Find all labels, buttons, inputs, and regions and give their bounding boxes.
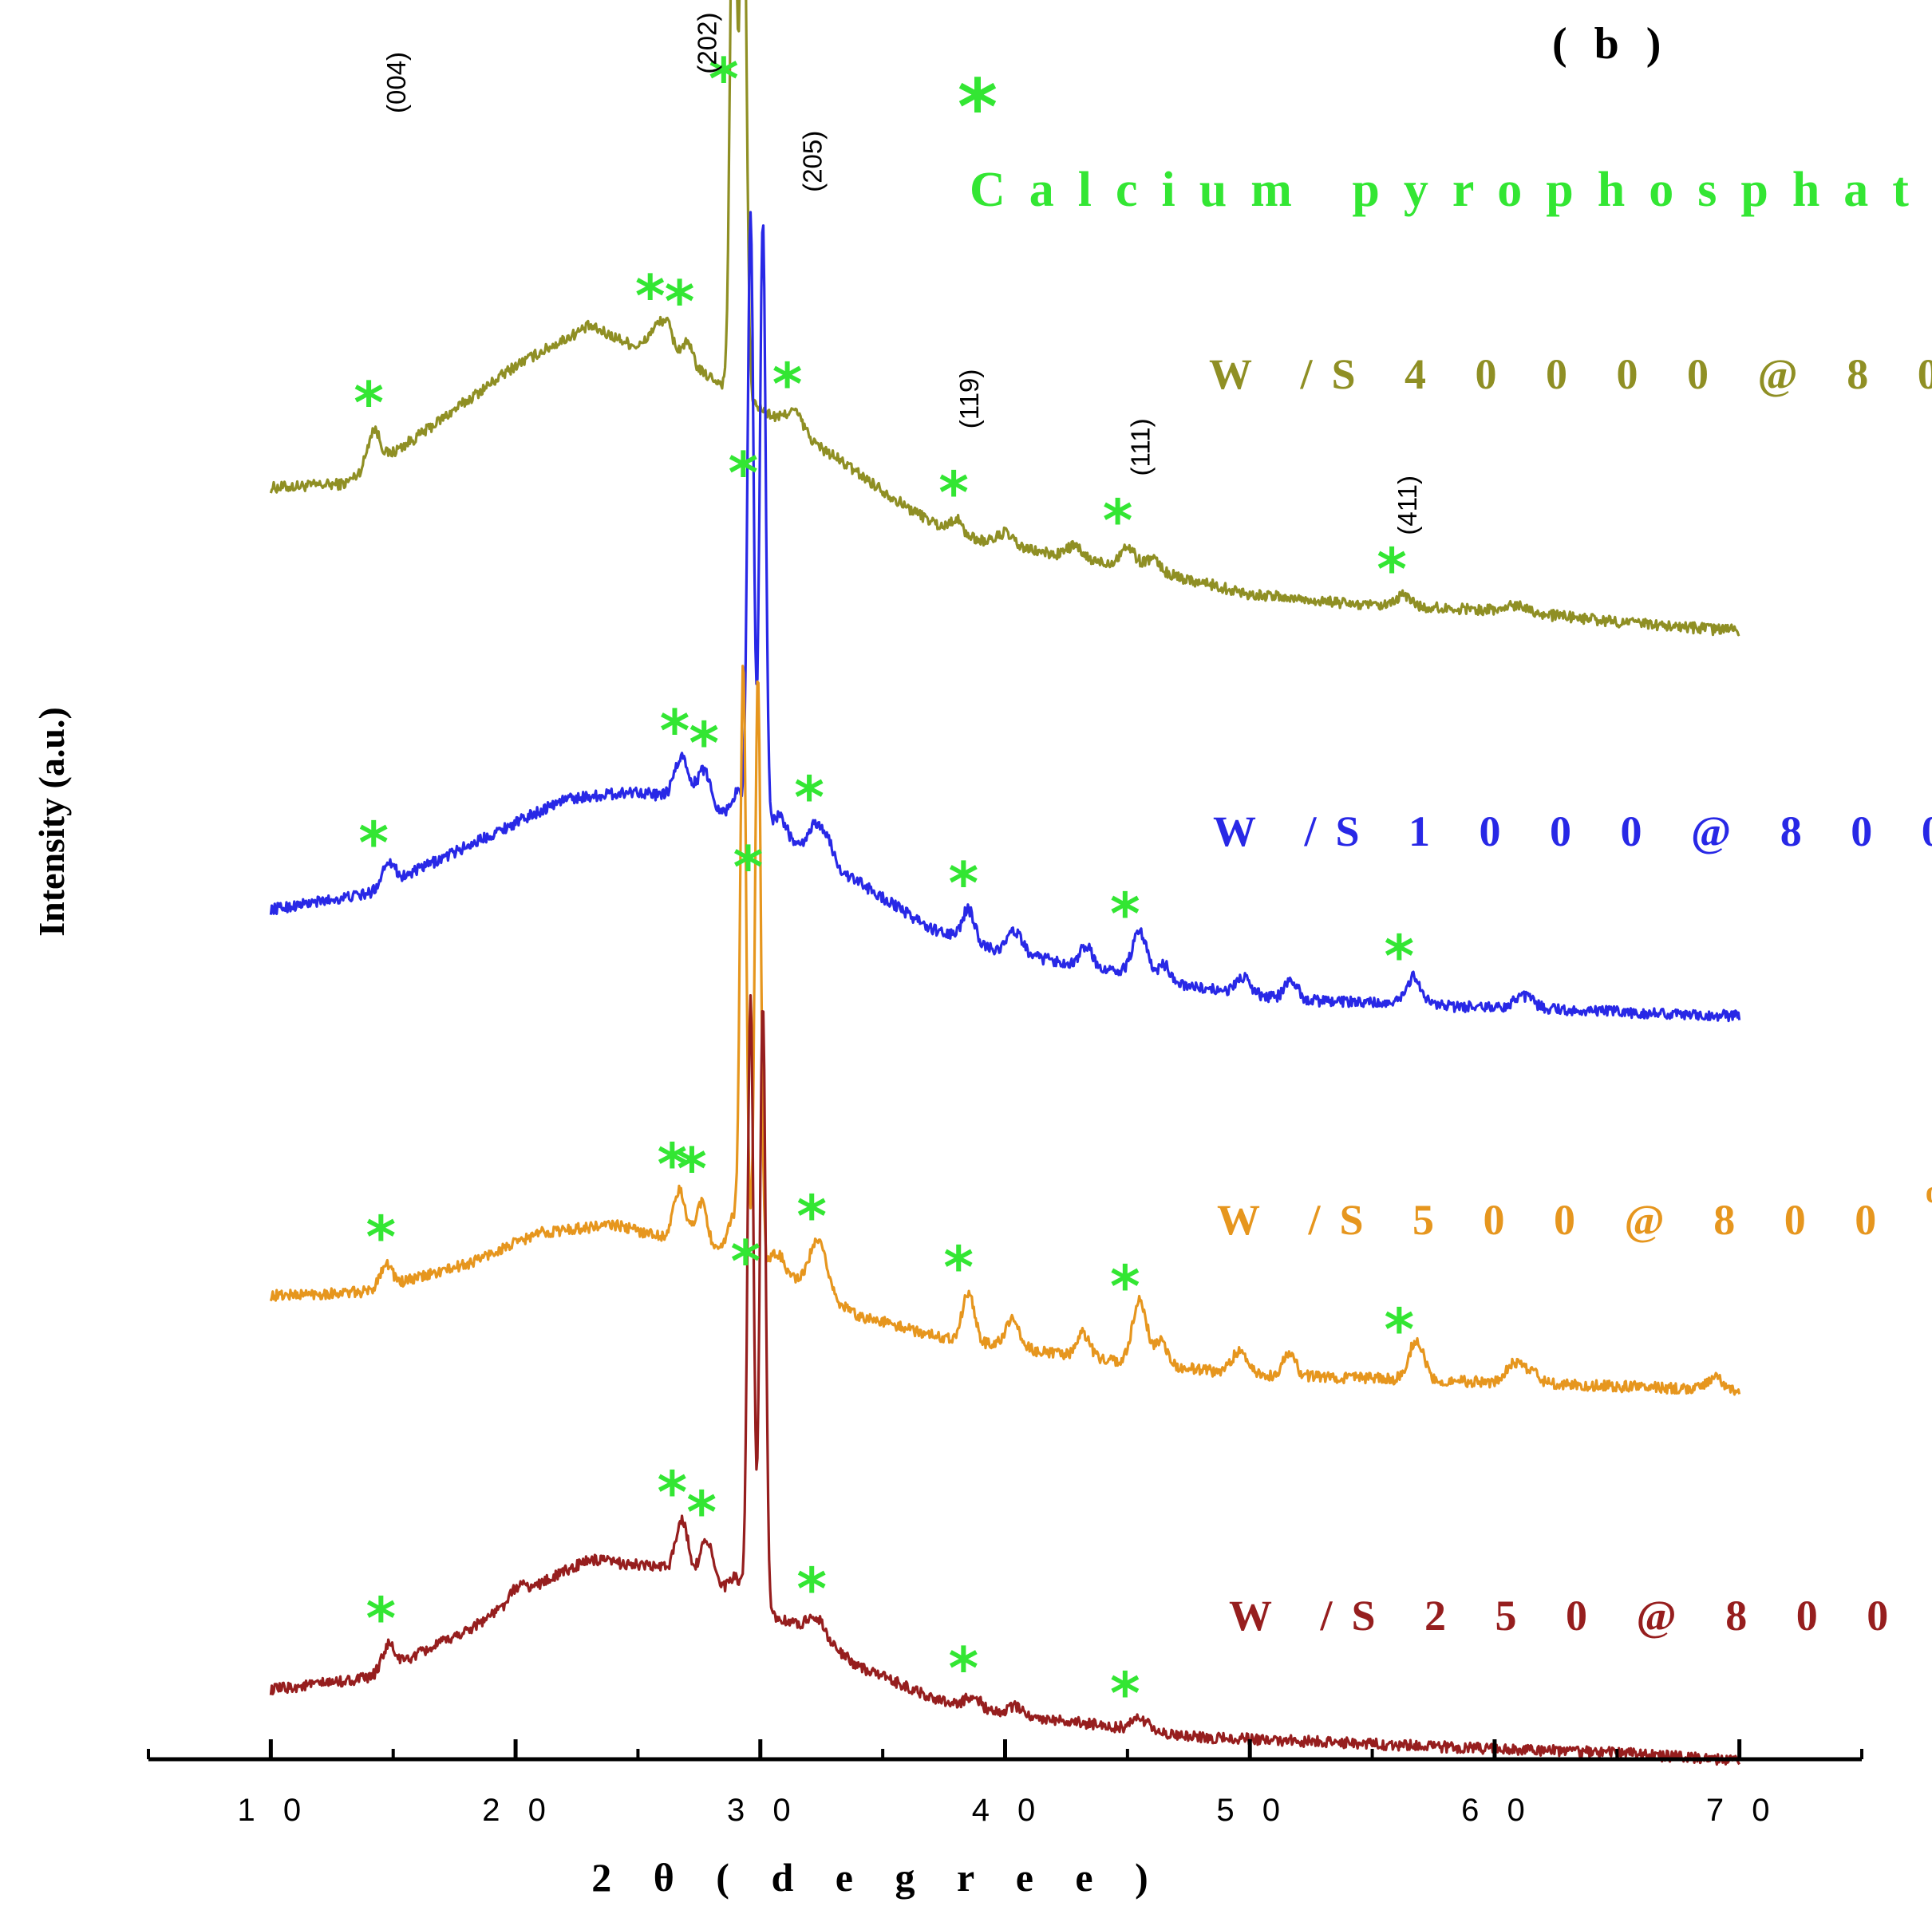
- peak-star-marker: *: [366, 1203, 397, 1270]
- series-label-text: W /S 2 5 0 @ 8 0 0: [1229, 1592, 1932, 1640]
- peak-star-marker: *: [665, 268, 695, 335]
- peak-star-marker: *: [1110, 1253, 1140, 1320]
- svg-text:W /S 2 5 0 @ 8 0 0: W /S 2 5 0 @ 8 0 0 o C: [1229, 1560, 1932, 1640]
- series-line: [269, 0, 1740, 637]
- peak-star-marker: *: [1110, 880, 1140, 947]
- peak-star-marker: *: [943, 1234, 974, 1301]
- x-tick-label: 6 0: [1461, 1793, 1535, 1828]
- series-label-text: W /S 1 0 0 0 @ 8 0 0: [1213, 807, 1932, 855]
- series-line: [269, 665, 1741, 1396]
- x-tick-label: 7 0: [1706, 1793, 1780, 1828]
- peak-star-marker: *: [731, 1228, 761, 1295]
- hkl-label: (119): [954, 369, 984, 429]
- panel-label: ( b ): [1552, 19, 1669, 69]
- series-label-40000: W /S 4 0 0 0 0 @ 8 0 0 o C: [1209, 318, 1932, 398]
- x-tick-label: 3 0: [727, 1793, 800, 1828]
- peak-star-marker: *: [733, 834, 764, 901]
- peak-star-marker: *: [938, 459, 969, 526]
- y-axis-label: Intensity (a.u.): [31, 707, 72, 937]
- star-group: ** **** **** **** ******** **** **** *: [354, 45, 1414, 1727]
- peak-star-marker: *: [689, 709, 719, 776]
- hkl-label: (202): [693, 13, 722, 74]
- peak-star-marker: *: [772, 350, 803, 417]
- peak-star-marker: *: [358, 810, 389, 877]
- series-label-sup: o: [1926, 1174, 1932, 1210]
- peak-star-marker: *: [686, 1478, 717, 1545]
- peak-star-marker: *: [1103, 487, 1133, 554]
- legend-label: Calcium pyrophosphate: [970, 163, 1932, 217]
- peak-star-marker: *: [366, 1585, 397, 1652]
- peak-star-marker: *: [796, 1556, 827, 1623]
- x-tick-label: 1 0: [238, 1793, 311, 1828]
- peak-star-marker: *: [635, 262, 666, 330]
- peak-star-marker: *: [794, 764, 824, 831]
- hkl-label: (111): [1126, 418, 1156, 476]
- svg-text:W /S 1 0 0 0 @ 8 0 0: W /S 1 0 0 0 @ 8 0 0 o C: [1213, 775, 1932, 855]
- series-line: [269, 211, 1741, 1023]
- peak-star-marker: *: [728, 440, 758, 507]
- x-tick-label: 5 0: [1216, 1793, 1290, 1828]
- peak-star-marker: *: [677, 1135, 707, 1202]
- peak-star-marker: *: [1384, 1296, 1414, 1363]
- peak-star-marker: *: [1377, 536, 1407, 603]
- svg-text:W /S 4 0 0 0 0 @ 8 0 0: W /S 4 0 0 0 0 @ 8 0 0 o C: [1209, 318, 1932, 398]
- peak-star-marker: *: [658, 1459, 688, 1526]
- hkl-label: (205): [798, 131, 828, 192]
- peak-star-marker: *: [660, 697, 690, 764]
- peak-star-marker: *: [354, 369, 384, 436]
- series-label-250: W /S 2 5 0 @ 8 0 0 o C: [1229, 1560, 1932, 1640]
- series-label-500: W /S 5 0 0 @ 8 0 0 o C: [1217, 1164, 1932, 1244]
- svg-text:W /S 5 0 0 @ 8 0 0: W /S 5 0 0 @ 8 0 0 o C: [1217, 1164, 1932, 1244]
- series-label-text: W /S 5 0 0 @ 8 0 0: [1217, 1196, 1926, 1244]
- peak-star-marker: *: [1110, 1660, 1140, 1727]
- legend-star-icon: *: [958, 63, 998, 152]
- peak-star-marker: *: [709, 45, 739, 112]
- peak-star-marker: *: [1384, 922, 1414, 989]
- legend: * Calcium pyrophosphate: [958, 63, 1932, 217]
- peak-star-marker: *: [949, 1635, 979, 1702]
- peak-star-marker: *: [796, 1183, 827, 1250]
- x-axis: 1 0 2 0 3 0 4 0 5 0 6 0 7 0: [147, 1739, 1863, 1828]
- peak-star-marker: *: [949, 850, 979, 917]
- series-group: [269, 0, 1741, 1766]
- x-tick-label: 2 0: [482, 1793, 555, 1828]
- peak-star-marker: *: [658, 1131, 688, 1198]
- series-label-1000: W /S 1 0 0 0 @ 8 0 0 o C: [1213, 775, 1932, 855]
- x-axis-label: 2 θ ( d e g r e e ): [591, 1855, 1164, 1900]
- hkl-label: (411): [1393, 476, 1422, 535]
- series-line: [269, 994, 1740, 1766]
- series-label-text: W /S 4 0 0 0 0 @ 8 0 0: [1209, 350, 1932, 398]
- hkl-label: (004): [381, 52, 411, 113]
- hkl-group: (004)(201)(202)(008)(205)(119)(111)(411): [381, 13, 1422, 535]
- x-tick-label: 4 0: [972, 1793, 1045, 1828]
